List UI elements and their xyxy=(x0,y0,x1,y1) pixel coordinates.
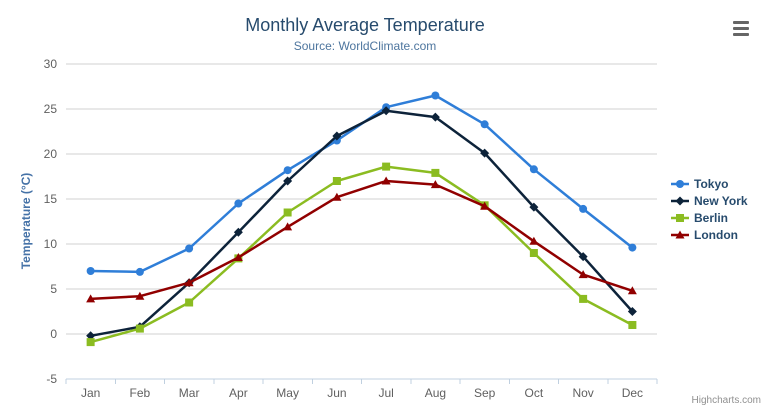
x-axis-tick-label: Jan xyxy=(81,386,100,400)
x-axis-tick-label: Jul xyxy=(378,386,393,400)
legend-item-label: New York xyxy=(694,194,748,208)
export-menu-button[interactable] xyxy=(728,16,754,40)
series-london xyxy=(86,176,637,303)
chart-subtitle: Source: WorldClimate.com xyxy=(293,39,437,53)
legend-marker-icon xyxy=(671,214,689,222)
y-axis-tick-label: 20 xyxy=(44,147,58,161)
x-axis-tick-label: Oct xyxy=(525,386,544,400)
legend-marker-icon xyxy=(671,180,689,188)
x-axis-tick-label: Jun xyxy=(327,386,346,400)
x-axis-tick-label: May xyxy=(276,386,299,400)
chart-title: Monthly Average Temperature xyxy=(245,15,485,35)
legend-item-label: Berlin xyxy=(694,211,729,225)
y-axis-tick-label: 25 xyxy=(44,102,58,116)
x-axis-tick-label: Mar xyxy=(179,386,200,400)
x-axis-tick-label: Aug xyxy=(425,386,446,400)
legend-item-label: Tokyo xyxy=(694,177,729,191)
y-axis-tick-label: 15 xyxy=(44,192,58,206)
y-axis-tick-label: -5 xyxy=(46,372,57,386)
legend-item-tokyo[interactable]: Tokyo xyxy=(671,176,767,192)
series-new-york xyxy=(86,106,637,341)
y-axis-tick-label: 5 xyxy=(50,282,57,296)
legend-item-new-york[interactable]: New York xyxy=(671,193,767,209)
hamburger-icon xyxy=(732,20,750,36)
series-tokyo xyxy=(86,91,637,276)
x-axis-tick-label: Feb xyxy=(130,386,151,400)
legend-item-berlin[interactable]: Berlin xyxy=(671,210,767,226)
legend-marker-icon xyxy=(671,230,689,239)
x-axis-tick-label: Sep xyxy=(474,386,496,400)
x-axis-tick-label: Apr xyxy=(229,386,248,400)
y-axis-tick-label: 0 xyxy=(50,327,57,341)
legend-item-london[interactable]: London xyxy=(671,227,767,243)
y-axis-tick-label: 10 xyxy=(44,237,58,251)
x-axis-tick-label: Nov xyxy=(572,386,593,400)
x-axis-tick-label: Dec xyxy=(622,386,643,400)
legend-marker-icon xyxy=(671,196,689,206)
credits-link[interactable]: Highcharts.com xyxy=(691,395,761,406)
y-axis-tick-label: 30 xyxy=(44,57,58,71)
legend: Tokyo New York Berlin London xyxy=(671,176,767,244)
legend-item-label: London xyxy=(694,228,738,242)
